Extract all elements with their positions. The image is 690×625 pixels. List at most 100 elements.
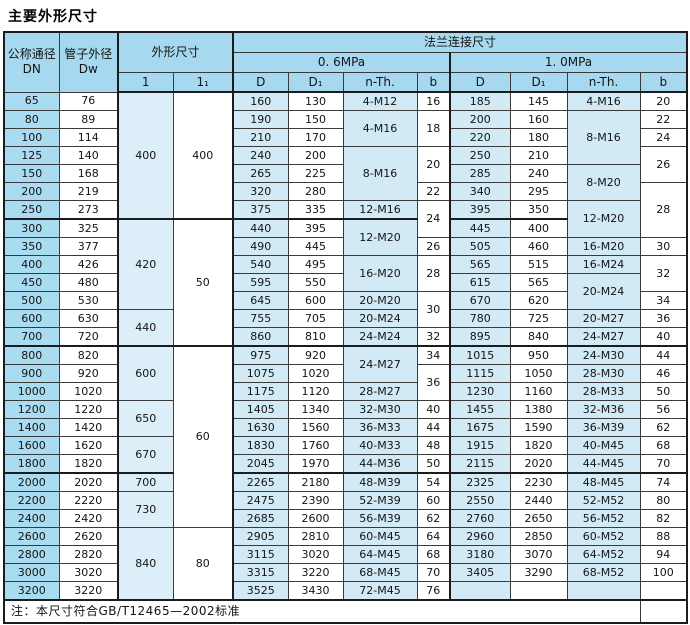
cell-dn: 450 [3,273,60,292]
table-row: 200 219 320 280 22 340 295 28 [3,182,688,238]
cell-d-06: 440 [232,218,289,238]
cell-dn: 800 [3,345,60,365]
cell-d1-06: 1560 [287,418,344,437]
cell-nth-06: 60-M45 [342,527,418,546]
cell-d-10: 1675 [449,418,511,437]
table-row: 3200 3220 3525 3430 72-M45 76 [3,581,688,601]
col-header-d-10: D [449,72,511,93]
cell-d1-10: 210 [509,146,568,165]
cell-d-10 [449,581,511,601]
cell-b-10: 24 [639,128,688,147]
cell-d-06: 595 [232,273,289,292]
cell-nth-10: 44-M45 [566,454,641,474]
cell-d1-06: 1120 [287,382,344,401]
table-row: 700 720 860 810 24-M24 32 895 840 24-M27 40 [3,327,688,347]
cell-b-10: 70 [639,454,688,474]
cell-d-06: 645 [232,291,289,310]
cell-dn: 65 [3,91,60,111]
cell-nth-10: 20-M24 [566,273,641,310]
cell-dw: 1620 [58,436,119,455]
table-row: 1400 1420 1630 1560 36-M33 44 1675 1590 36-M39 62 [3,418,688,437]
cell-nth-06: 24-M24 [342,327,418,347]
cell-d1-10: 1160 [509,382,568,401]
cell-b-06: 28 [416,255,451,292]
cell-dw: 480 [58,273,119,292]
cell-dw: 89 [58,110,119,129]
cell-nth-10: 8-M20 [566,164,641,201]
cell-dw: 2420 [58,509,119,528]
cell-dn: 1400 [3,418,60,437]
cell-d1-10: 620 [509,291,568,310]
cell-dn: 1000 [3,382,60,401]
col-header-l1: 1₁ [172,72,234,93]
cell-b-10: 74 [639,472,688,492]
header-pressure-10: 1. 0MPa [449,52,688,73]
col-header-b-06: b [416,72,451,93]
cell-b-10: 100 [639,563,688,582]
cell-d1-10: 3290 [509,563,568,582]
note-empty-cell [639,599,688,624]
cell-dw: 1020 [58,382,119,401]
cell-d1-06: 2390 [287,491,344,510]
col-header-dw-zh: 管子外径 [64,47,113,62]
cell-dw: 168 [58,164,119,183]
cell-b-06: 32 [416,327,451,347]
cell-dn: 80 [3,110,60,129]
cell-nth-06: 16-M20 [342,255,418,292]
cell-b-10: 40 [639,327,688,347]
cell-d1-06: 1020 [287,364,344,383]
table-body: 65 76 400 400 160 130 4-M12 16 185 145 4-M16 20 80 89… [3,91,688,601]
cell-d-10: 505 [449,237,511,256]
table-row: 500 530 645 600 20-M20 30 670 620 34 [3,291,688,328]
cell-b-06: 34 [416,345,451,365]
cell-d1-06: 1970 [287,454,344,474]
cell-d-10: 285 [449,164,511,183]
cell-nth-10: 20-M27 [566,309,641,328]
cell-d1-10 [509,581,568,601]
cell-b-06: 18 [416,110,451,147]
cell-d-10: 220 [449,128,511,147]
cell-d1-06: 2180 [287,472,344,492]
col-header-dn-zh: 公称通径 [7,47,56,62]
cell-nth-06: 52-M39 [342,491,418,510]
cell-nth-06: 64-M45 [342,545,418,564]
cell-nth-06: 20-M24 [342,309,418,328]
cell-l: 400 [117,91,174,220]
cell-b-10: 80 [639,491,688,510]
cell-d-06: 3115 [232,545,289,564]
cell-d-06: 1830 [232,436,289,455]
cell-dn: 125 [3,146,60,165]
cell-b-06: 48 [416,436,451,455]
cell-nth-06: 24-M27 [342,345,418,383]
cell-nth-10: 4-M16 [566,91,641,111]
cell-d1-10: 240 [509,164,568,183]
cell-dn: 2200 [3,491,60,510]
cell-b-10: 50 [639,382,688,401]
cell-dn: 600 [3,309,60,328]
cell-b-06: 64 [416,527,451,546]
cell-dw: 530 [58,291,119,310]
cell-d1-06: 1760 [287,436,344,455]
col-header-d1-10: D₁ [509,72,568,93]
cell-d1-10: 1820 [509,436,568,455]
cell-b-10 [639,581,688,601]
cell-d-06: 3315 [232,563,289,582]
cell-d-06: 190 [232,110,289,129]
cell-nth-10: 32-M36 [566,400,641,419]
table-row: 250 273 375 335 12-M16 24 395 350 12-M20 [3,200,687,238]
cell-l: 440 [117,309,174,347]
cell-b-10: 44 [639,345,688,365]
cell-d1-10: 950 [509,345,568,365]
cell-d-06: 975 [232,345,289,365]
cell-d1-06: 810 [287,327,344,347]
cell-d-06: 2265 [232,472,289,492]
cell-b-06: 16 [416,91,451,111]
cell-nth-10: 28-M33 [566,382,641,401]
cell-b-06: 24 [416,200,451,238]
cell-d-10: 1455 [449,400,511,419]
cell-d1-10: 1590 [509,418,568,437]
cell-b-06: 50 [416,454,451,474]
cell-d1-06: 600 [287,291,344,310]
cell-nth-10: 24-M27 [566,327,641,347]
